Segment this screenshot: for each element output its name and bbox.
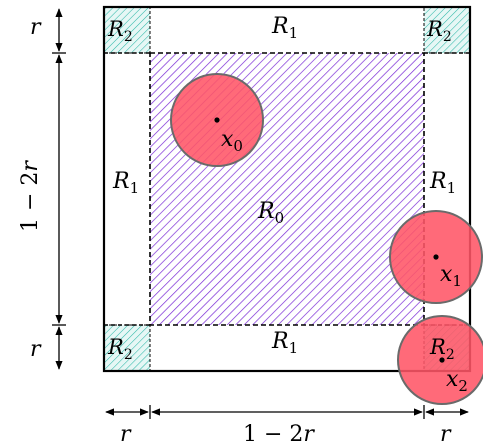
label-r1-top: R1: [271, 14, 298, 42]
point-x1: [433, 254, 439, 260]
label-x1: x1: [440, 262, 462, 290]
label-r1-bottom: R1: [271, 329, 298, 357]
dim-label-bottom-left: r: [120, 422, 132, 447]
corner-region-bottom-left: [103, 324, 151, 372]
dim-label-bottom-right: r: [440, 422, 452, 447]
outer-square: [102, 5, 472, 373]
dim-label-bottom-middle: 1 − 2r: [243, 422, 315, 447]
dim-label-left-top: r: [30, 15, 42, 40]
label-r2-bottom-left: R2: [107, 335, 133, 363]
corner-region-top-left: [103, 6, 151, 54]
ball-x2: [397, 315, 483, 405]
label-r0: R0: [257, 199, 284, 227]
dim-label-left-middle: 1 − 2r: [18, 160, 43, 232]
label-r2-bottom-right: R2: [429, 335, 455, 363]
label-r1-right: R1: [429, 169, 456, 197]
label-r2-top-left: R2: [107, 17, 133, 45]
label-r1-left: R1: [112, 169, 139, 197]
label-x0: x0: [221, 127, 243, 155]
vertical-dimensions: [52, 8, 66, 370]
label-r2-top-right: R2: [426, 17, 452, 45]
point-x2: [439, 357, 445, 363]
ball-x1: [389, 210, 483, 304]
label-x2: x2: [446, 367, 468, 395]
horizontal-dimensions: [105, 405, 469, 419]
dim-label-left-bottom: r: [30, 337, 42, 362]
point-x0: [214, 117, 220, 123]
ball-x0: [170, 73, 264, 167]
